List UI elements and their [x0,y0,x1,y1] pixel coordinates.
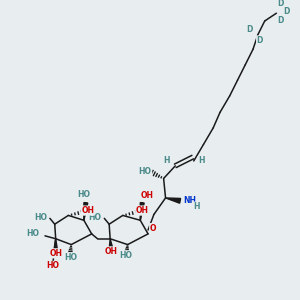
Text: OH: OH [141,190,154,200]
Text: HO: HO [64,253,77,262]
Text: HO: HO [77,190,90,199]
Text: HO: HO [46,262,59,271]
Text: D: D [283,7,289,16]
Text: OH: OH [136,206,149,215]
Polygon shape [140,202,144,220]
Text: HO: HO [139,167,152,176]
Text: H: H [163,157,170,166]
Text: HO: HO [119,251,132,260]
Text: HO: HO [88,213,101,222]
Text: D: D [277,0,283,8]
Text: H: H [198,157,205,166]
Polygon shape [166,198,181,203]
Text: HO: HO [34,213,47,222]
Text: D: D [246,25,252,34]
Text: OH: OH [81,206,94,215]
Text: D: D [277,16,283,25]
Text: OH: OH [105,247,118,256]
Text: HO: HO [26,230,39,238]
Text: D: D [257,36,263,45]
Polygon shape [54,239,58,251]
Text: O: O [150,224,156,232]
Text: OH: OH [49,249,62,258]
Text: H: H [194,202,200,211]
Polygon shape [109,239,113,250]
Text: NH: NH [183,196,196,205]
Polygon shape [84,202,88,220]
